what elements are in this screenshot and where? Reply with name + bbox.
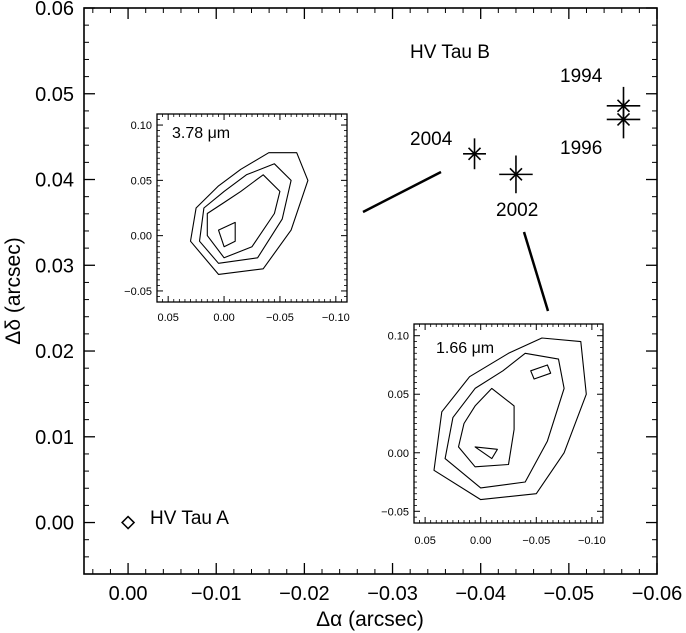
primary-label: HV Tau A bbox=[150, 508, 229, 529]
inset-y-tick-label: 0.10 bbox=[388, 331, 409, 343]
y-tick-label: 0.02 bbox=[35, 341, 74, 363]
insets: 0.05 0.00 −0.05 −0.10 −0.05 0.00 0.05 0.10 3.78 … bbox=[124, 113, 606, 547]
y-tick-label: 0.05 bbox=[35, 84, 74, 106]
contour-line bbox=[206, 174, 281, 259]
y-tick-label: 0.00 bbox=[35, 513, 74, 535]
companion-label: HV Tau B bbox=[410, 42, 490, 63]
asterisk-arm bbox=[509, 167, 523, 181]
inset-x-tick-label: 0.05 bbox=[414, 535, 435, 547]
main-frame bbox=[83, 7, 658, 575]
inset-y-tick-label: 0.00 bbox=[388, 448, 409, 460]
data-points bbox=[121, 86, 641, 530]
inset-x-tick-label: 0.05 bbox=[157, 312, 178, 324]
inset-y-tick-label: −0.05 bbox=[381, 506, 409, 518]
main-tick-labels: 0.00 −0.01 −0.02 −0.03 −0.04 −0.05 −0.060.000.… bbox=[35, 0, 682, 605]
y-tick-label: 0.01 bbox=[35, 427, 74, 449]
x-tick-label: 0.00 bbox=[109, 583, 148, 605]
inset-y-tick-label: 0.00 bbox=[131, 231, 152, 243]
x-tick-label: −0.03 bbox=[367, 583, 418, 605]
connector-line-3-78um bbox=[362, 170, 442, 214]
inset-3-78um: 0.05 0.00 −0.05 −0.10 −0.05 0.00 0.05 0.10 3.78 … bbox=[124, 113, 350, 324]
connector-line-1-66um bbox=[522, 231, 550, 312]
x-tick-label: −0.01 bbox=[191, 583, 242, 605]
inset-y-tick-label: 0.10 bbox=[131, 120, 152, 132]
epoch-label-1994: 1994 bbox=[560, 66, 603, 87]
main-ticks bbox=[84, 7, 658, 574]
contour-line bbox=[433, 337, 587, 501]
inset-y-tick-label: −0.05 bbox=[124, 286, 152, 298]
asterisk-arm bbox=[467, 147, 482, 161]
x-tick-label: −0.02 bbox=[279, 583, 330, 605]
epoch-label-2004: 2004 bbox=[410, 129, 453, 150]
epoch-point-2004 bbox=[463, 138, 486, 170]
asterisk-arm bbox=[616, 112, 631, 127]
inset-x-tick-label: −0.05 bbox=[266, 312, 294, 324]
x-axis-label: Δα (arcsec) bbox=[316, 608, 424, 631]
y-tick-label: 0.04 bbox=[35, 170, 74, 192]
inset-wavelength-label: 1.66 μm bbox=[436, 340, 494, 357]
inset-y-tick-label: 0.05 bbox=[131, 175, 152, 187]
inset-frame bbox=[156, 113, 348, 303]
epoch-label-2002: 2002 bbox=[496, 200, 538, 221]
primary-marker bbox=[121, 515, 136, 530]
epoch-point-1996 bbox=[606, 100, 641, 139]
inset-x-tick-label: 0.00 bbox=[470, 535, 491, 547]
y-tick-label: 0.06 bbox=[35, 0, 74, 20]
y-tick-label: 0.03 bbox=[35, 255, 74, 277]
inset-x-tick-label: 0.00 bbox=[213, 312, 234, 324]
contour-line bbox=[444, 352, 565, 489]
inset-1-66um: 0.05 0.00 −0.05 −0.10 −0.05 0.00 0.05 0.10 1.66 … bbox=[381, 323, 606, 547]
contour-line bbox=[189, 152, 309, 275]
epoch-label-1996: 1996 bbox=[560, 138, 602, 159]
contour-line bbox=[457, 387, 515, 468]
contour-line bbox=[217, 221, 236, 248]
inset-x-tick-label: −0.05 bbox=[522, 535, 550, 547]
contour-line bbox=[530, 364, 552, 380]
x-tick-label: −0.06 bbox=[632, 583, 683, 605]
contour-line bbox=[198, 163, 292, 264]
contour-line bbox=[474, 446, 498, 460]
x-tick-label: −0.05 bbox=[544, 583, 595, 605]
inset-y-tick-label: 0.05 bbox=[388, 389, 409, 401]
x-tick-label: −0.04 bbox=[455, 583, 506, 605]
inset-wavelength-label: 3.78 μm bbox=[172, 125, 230, 142]
epoch-point-2002 bbox=[499, 155, 533, 194]
inset-x-tick-label: −0.10 bbox=[578, 535, 606, 547]
y-axis-label: Δδ (arcsec) bbox=[2, 237, 25, 344]
inset-x-tick-label: −0.10 bbox=[322, 312, 350, 324]
